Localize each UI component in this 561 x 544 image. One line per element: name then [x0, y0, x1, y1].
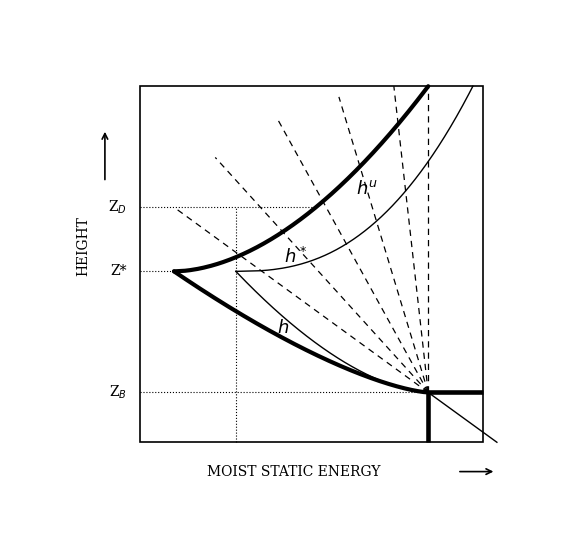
- Text: MOIST STATIC ENERGY: MOIST STATIC ENERGY: [207, 465, 381, 479]
- Text: $h^*$: $h^*$: [284, 247, 307, 267]
- Text: Z$_B$: Z$_B$: [109, 384, 127, 401]
- Bar: [140, 86, 483, 442]
- Text: Z*: Z*: [110, 264, 127, 279]
- Text: $h$: $h$: [277, 319, 289, 337]
- Text: $h^u$: $h^u$: [356, 181, 378, 199]
- Text: Z$_D$: Z$_D$: [108, 199, 127, 216]
- Text: HEIGHT: HEIGHT: [76, 217, 90, 276]
